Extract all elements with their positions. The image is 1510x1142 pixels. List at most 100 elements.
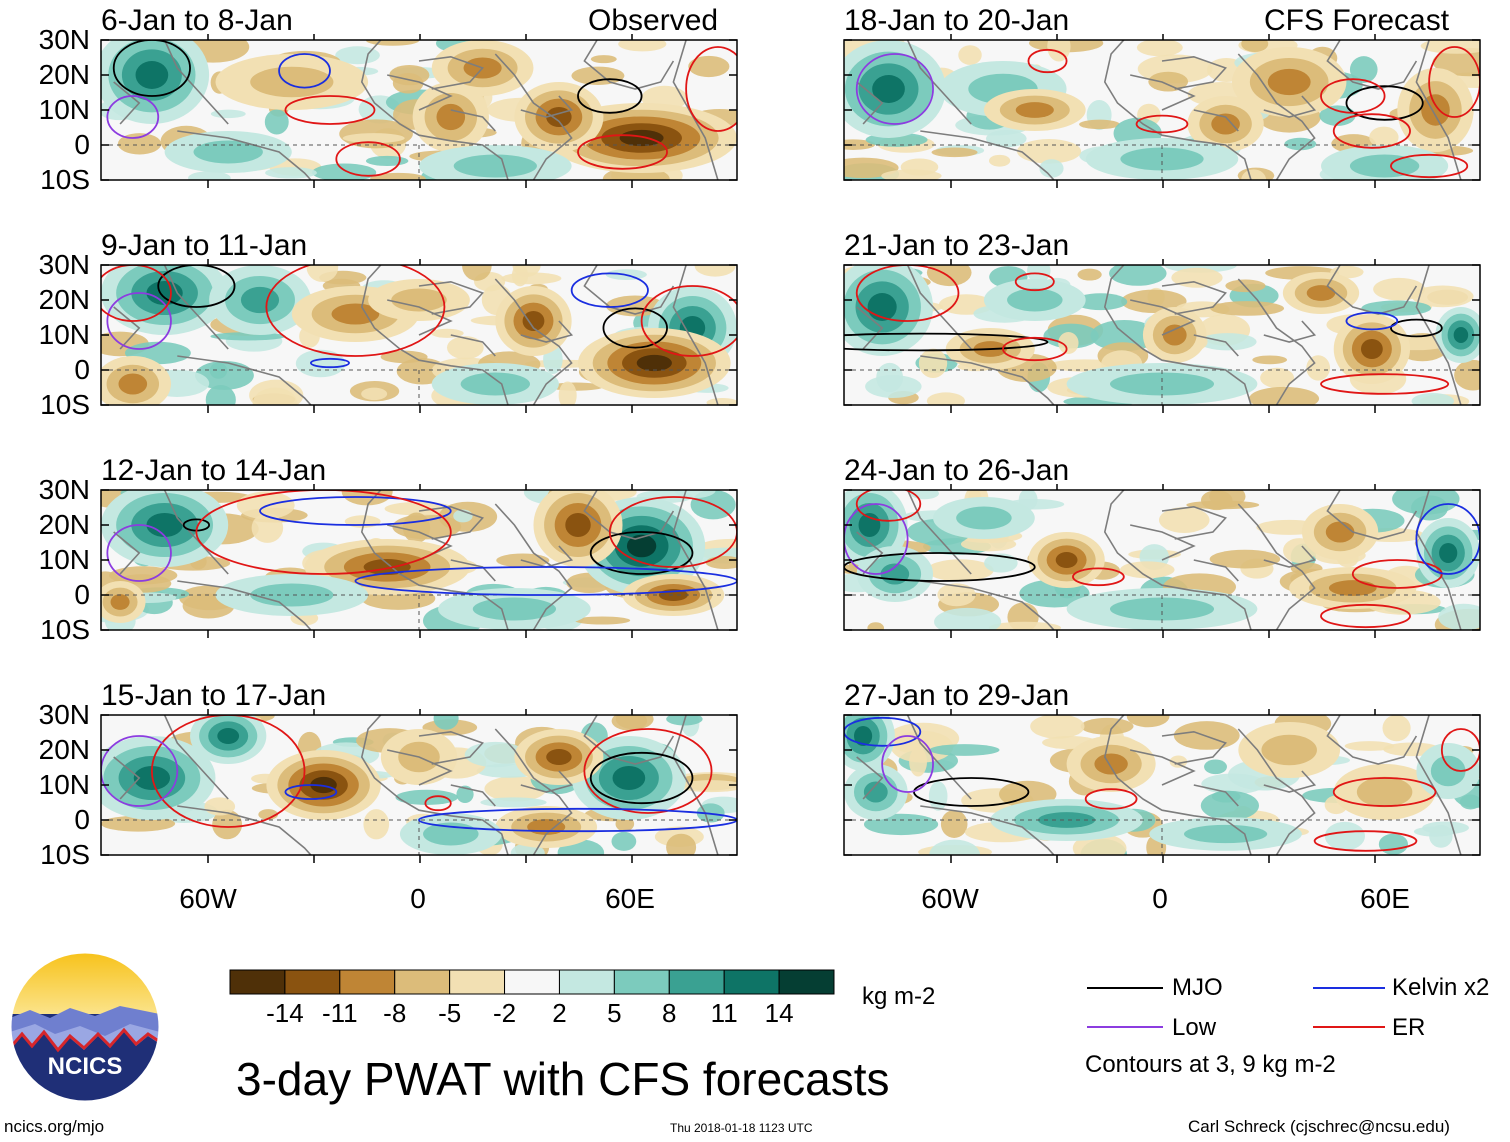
colorbar-units: kg m-2 bbox=[862, 983, 936, 1010]
moist-anomaly bbox=[863, 781, 888, 803]
lat-label: 0 bbox=[74, 354, 90, 385]
coastline bbox=[672, 40, 719, 180]
coastline bbox=[1326, 490, 1418, 540]
moist-anomaly-patch bbox=[1413, 826, 1456, 837]
panel-title-6: 21-Jan to 23-Jan bbox=[844, 229, 1070, 262]
dry-anomaly-patch bbox=[867, 622, 885, 630]
dry-anomaly-patch bbox=[1017, 139, 1082, 164]
coastline bbox=[906, 715, 972, 800]
wave-contour bbox=[284, 784, 338, 800]
dry-anomaly-patch bbox=[1373, 277, 1426, 301]
dry-anomaly-patch bbox=[252, 387, 298, 405]
colorbar-swatch bbox=[394, 969, 451, 995]
legend-label-kelvin: Kelvin x2 bbox=[1392, 974, 1490, 1001]
map-panel bbox=[100, 484, 738, 638]
lat-label: 10N bbox=[38, 769, 90, 800]
lat-label: 30N bbox=[38, 249, 90, 280]
coastline bbox=[163, 265, 229, 350]
panel-title-4: 15-Jan to 17-Jan bbox=[101, 679, 327, 712]
moist-anomaly-patch bbox=[1198, 333, 1257, 351]
dry-anomaly-patch bbox=[447, 336, 484, 360]
moist-anomaly-patch bbox=[1090, 319, 1159, 352]
dry-anomaly-patch bbox=[1136, 40, 1183, 57]
moist-anomaly-patch bbox=[929, 744, 1000, 756]
moist-anomaly-patch bbox=[928, 781, 948, 811]
colorbar-label: -14 bbox=[266, 998, 304, 1028]
dry-anomaly bbox=[1325, 521, 1355, 543]
colorbar-swatch bbox=[284, 969, 341, 995]
dry-anomaly-patch bbox=[1344, 741, 1395, 751]
wave-contour bbox=[278, 53, 331, 89]
footer-author: Carl Schreck (cjschrec@ncsu.edu) bbox=[1188, 1117, 1450, 1136]
dry-anomaly bbox=[331, 303, 380, 325]
panel-title-8: 27-Jan to 29-Jan bbox=[844, 679, 1070, 712]
dry-anomaly-patch bbox=[688, 55, 730, 78]
dry-anomaly-patch bbox=[1260, 367, 1295, 388]
wave-contour bbox=[844, 503, 909, 575]
dry-anomaly-patch bbox=[484, 776, 547, 802]
moist-anomaly-patch bbox=[395, 789, 458, 805]
coastline bbox=[1263, 770, 1317, 793]
dry-anomaly-patch bbox=[1058, 331, 1079, 354]
moist-anomaly bbox=[1453, 327, 1469, 343]
coastline bbox=[1193, 109, 1239, 132]
coastline bbox=[520, 545, 574, 568]
dry-anomaly bbox=[1211, 113, 1240, 135]
dry-anomaly-patch bbox=[940, 810, 968, 838]
dry-anomaly-patch bbox=[1382, 715, 1411, 742]
coastline bbox=[1193, 784, 1239, 807]
coastline bbox=[1237, 53, 1316, 180]
dry-anomaly bbox=[1055, 552, 1078, 568]
wave-contour bbox=[1320, 603, 1411, 629]
lat-label: 10N bbox=[38, 94, 90, 125]
moist-anomaly bbox=[1109, 597, 1215, 621]
dry-anomaly bbox=[1015, 102, 1054, 118]
coastline bbox=[583, 715, 675, 765]
colorbar-label: 11 bbox=[710, 998, 738, 1028]
coastline bbox=[163, 490, 229, 575]
wave-contour bbox=[577, 134, 668, 170]
wave-contour bbox=[424, 795, 452, 812]
wave-contour bbox=[259, 496, 452, 526]
moist-anomaly bbox=[146, 281, 183, 305]
moist-anomaly-patch bbox=[1324, 821, 1365, 851]
lat-label: 10S bbox=[40, 389, 90, 420]
dry-anomaly-patch bbox=[590, 55, 617, 64]
dry-anomaly bbox=[1360, 339, 1383, 359]
dry-anomaly bbox=[1094, 753, 1128, 775]
map-panel bbox=[843, 484, 1481, 638]
wave-contour bbox=[570, 272, 649, 308]
moist-anomaly bbox=[853, 726, 873, 746]
footer-timestamp: Thu 2018-01-18 1123 UTC bbox=[670, 1121, 813, 1135]
wave-contour bbox=[335, 141, 401, 177]
coastline bbox=[1130, 749, 1196, 786]
wave-contour bbox=[151, 715, 306, 828]
moist-anomaly bbox=[1183, 824, 1268, 844]
dry-anomaly-patch bbox=[1148, 71, 1189, 92]
wave-contour bbox=[844, 552, 1036, 582]
legend-label-low: Low bbox=[1172, 1014, 1217, 1041]
legend-label-er: ER bbox=[1392, 1014, 1426, 1041]
moist-anomaly-patch bbox=[1039, 159, 1064, 178]
dry-anomaly-patch bbox=[1030, 715, 1085, 739]
moist-anomaly bbox=[472, 597, 557, 621]
colorbar-swatch bbox=[449, 969, 506, 995]
wave-contour bbox=[640, 285, 737, 357]
moist-anomaly-patch bbox=[1411, 392, 1455, 405]
coastline bbox=[418, 730, 485, 765]
dry-anomaly-patch bbox=[926, 392, 966, 405]
moist-anomaly-patch bbox=[1109, 265, 1167, 286]
wave-contour bbox=[1072, 567, 1125, 587]
panel-title-5: 18-Jan to 20-Jan bbox=[844, 4, 1070, 37]
colorbar-label: -11 bbox=[321, 998, 358, 1028]
lat-label: 20N bbox=[38, 284, 90, 315]
coastline bbox=[360, 265, 509, 405]
lon-label-0-right: 0 bbox=[1152, 883, 1168, 914]
coastline bbox=[856, 756, 884, 800]
lat-label: 10N bbox=[38, 544, 90, 575]
dry-anomaly-patch bbox=[960, 536, 1017, 552]
dry-anomaly-patch bbox=[1047, 40, 1071, 62]
wave-contour bbox=[855, 53, 934, 125]
dry-anomaly-patch bbox=[342, 133, 405, 144]
colorbar-label: 8 bbox=[662, 998, 677, 1028]
